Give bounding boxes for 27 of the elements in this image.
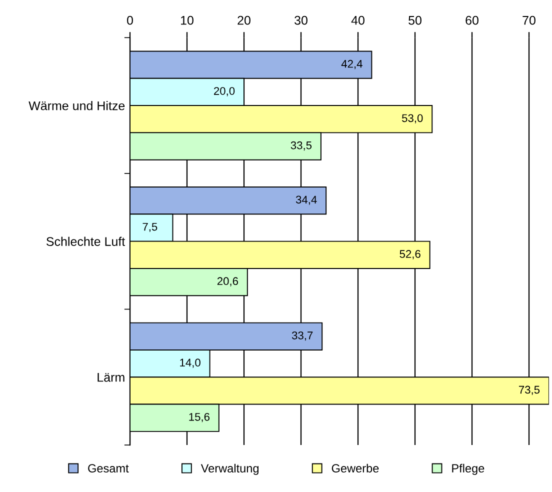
legend-label: Pflege bbox=[452, 464, 484, 475]
legend-label: Verwaltung bbox=[200, 464, 258, 475]
x-tick-label: 30 bbox=[294, 16, 308, 25]
data-label: 7,5 bbox=[142, 222, 158, 232]
data-label: 20,6 bbox=[217, 277, 238, 286]
data-label: 33,5 bbox=[290, 141, 312, 151]
legend-label: Gesamt bbox=[88, 464, 129, 473]
x-tick-label: 50 bbox=[408, 16, 422, 25]
x-tick-label: 60 bbox=[466, 16, 478, 25]
x-tick-label: 70 bbox=[522, 16, 536, 25]
data-label: 14,0 bbox=[180, 358, 200, 368]
data-label: 20,0 bbox=[214, 87, 235, 96]
data-label: 73,5 bbox=[518, 386, 540, 395]
x-tick-label: 10 bbox=[181, 16, 194, 25]
data-label: 15,6 bbox=[189, 412, 210, 422]
data-label: 33,7 bbox=[292, 331, 313, 341]
x-tick-label: 40 bbox=[351, 16, 364, 25]
data-label: 34,4 bbox=[296, 196, 317, 205]
legend-label: Gewerbe bbox=[332, 464, 379, 473]
x-tick-label: 0 bbox=[127, 16, 133, 25]
data-label: 42,4 bbox=[341, 60, 362, 70]
y-tick-label: Schlechte Luft bbox=[46, 236, 126, 246]
data-label: 52,6 bbox=[400, 250, 420, 260]
y-tick-label: Lärm bbox=[98, 373, 124, 382]
x-tick-label: 20 bbox=[238, 16, 250, 25]
y-tick-label: Wärme und Hitze bbox=[28, 101, 125, 110]
data-label: 53,0 bbox=[402, 114, 423, 124]
